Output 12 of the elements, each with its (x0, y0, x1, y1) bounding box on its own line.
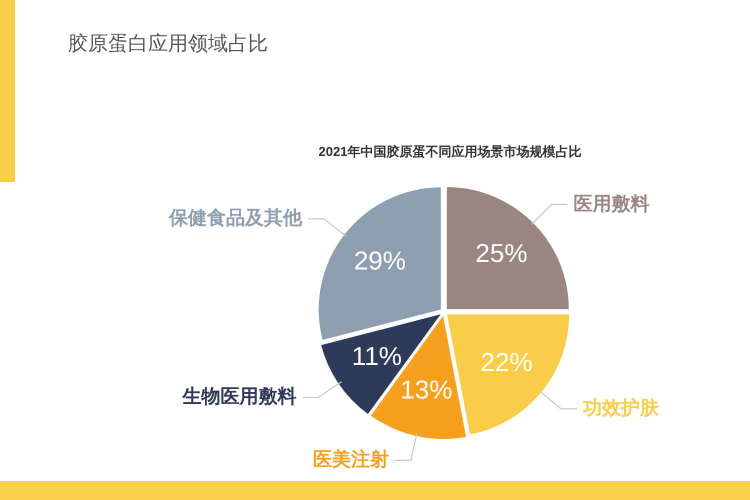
data-label: 25% (475, 238, 528, 268)
slice-label: 保健食品及其他 (168, 207, 303, 230)
data-label: 13% (400, 374, 452, 404)
slice-label: 医美注射 (312, 448, 389, 471)
slice-label: 功效护肤 (582, 397, 660, 420)
data-label: 22% (480, 346, 533, 377)
chart-title: 胶原蛋白应用领域占比 (68, 32, 268, 57)
data-label: 29% (354, 245, 406, 276)
slice-label: 医用敷料 (573, 192, 650, 215)
chart-subtitle: 2021年中国胶原蛋不同应用场景市场规模占比 (318, 143, 582, 161)
slice-label: 生物医用敷料 (181, 386, 296, 408)
data-label: 11% (352, 340, 402, 371)
